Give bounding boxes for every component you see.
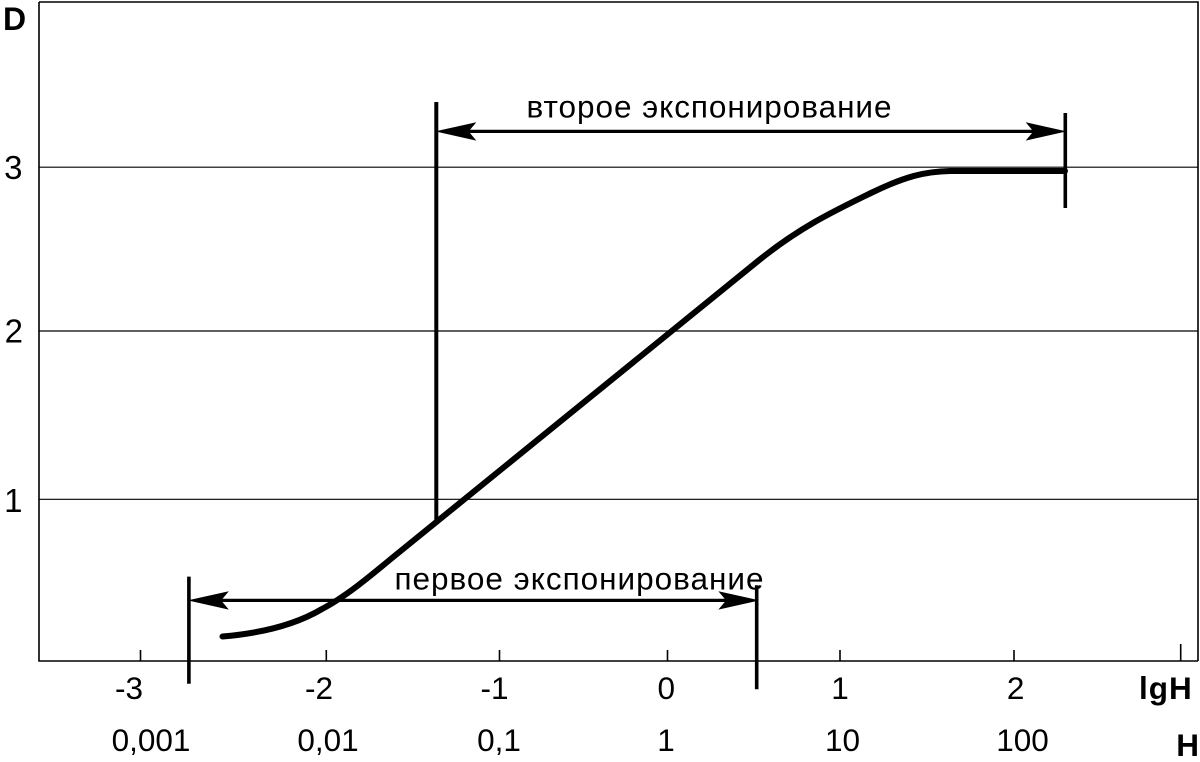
svg-text:0,001: 0,001 [112, 722, 191, 758]
svg-text:0,01: 0,01 [297, 722, 358, 758]
svg-text:-3: -3 [115, 670, 143, 706]
svg-text:1: 1 [831, 670, 849, 706]
svg-text:-1: -1 [480, 670, 508, 706]
svg-text:3: 3 [4, 149, 22, 186]
svg-text:lgH: lgH [1139, 670, 1193, 706]
svg-text:10: 10 [825, 722, 860, 758]
svg-text:0: 0 [658, 670, 676, 706]
svg-text:100: 100 [996, 722, 1049, 758]
svg-text:2: 2 [1007, 670, 1025, 706]
svg-text:-2: -2 [305, 670, 333, 706]
svg-text:первое экспонирование: первое экспонирование [395, 561, 764, 597]
svg-text:1: 1 [4, 482, 22, 519]
svg-text:2: 2 [5, 313, 23, 350]
svg-text:второе экспонирование: второе экспонирование [527, 89, 892, 125]
svg-text:D: D [3, 1, 26, 37]
svg-text:0,1: 0,1 [477, 722, 521, 758]
svg-text:H: H [1176, 727, 1199, 762]
svg-text:1: 1 [657, 722, 675, 758]
